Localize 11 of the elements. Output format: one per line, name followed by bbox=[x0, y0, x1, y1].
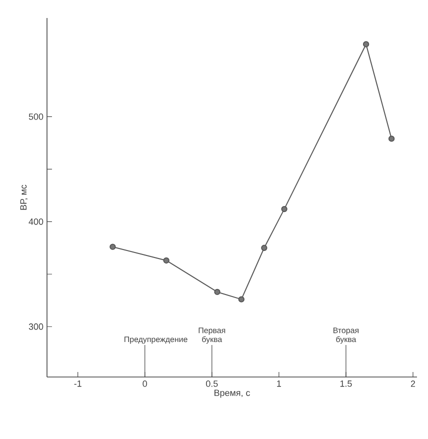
x-tick-label: 1.5 bbox=[340, 380, 352, 387]
x-tick-label: -1 bbox=[74, 380, 82, 387]
y-tick-label: 400 bbox=[28, 218, 44, 225]
y-tick-label: 300 bbox=[28, 323, 44, 330]
x-tick-label: 0 bbox=[142, 380, 148, 387]
x-axis-title: Время, с bbox=[214, 390, 250, 398]
y-tick-label: 500 bbox=[28, 113, 44, 120]
x-tick-label: 2 bbox=[410, 380, 416, 387]
x-tick-label: 0.5 bbox=[206, 380, 218, 387]
x-tick-label: 1 bbox=[277, 380, 281, 387]
y-axis-title: ВР, мс bbox=[20, 184, 28, 210]
